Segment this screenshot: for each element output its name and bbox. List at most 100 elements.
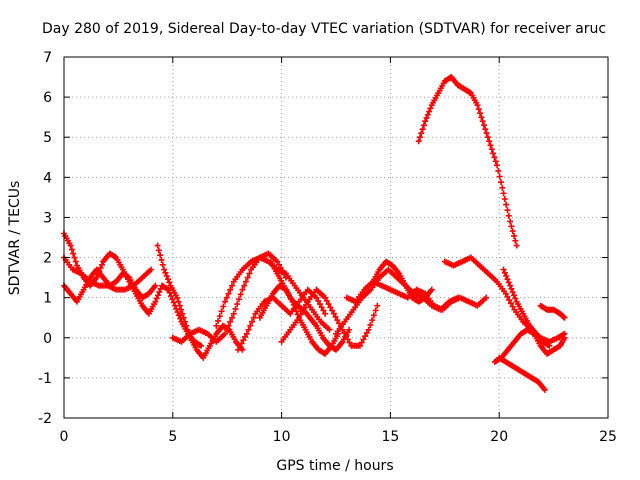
data-point bbox=[227, 318, 234, 325]
series-trace-3 bbox=[61, 254, 155, 293]
data-point bbox=[323, 297, 330, 304]
data-point bbox=[156, 289, 163, 296]
data-point bbox=[293, 308, 300, 315]
data-point bbox=[346, 326, 353, 333]
data-point bbox=[415, 138, 422, 145]
data-point bbox=[232, 305, 239, 312]
x-axis-label: GPS time / hours bbox=[276, 458, 393, 474]
data-point bbox=[478, 114, 485, 121]
data-point bbox=[507, 218, 514, 225]
plot-frame bbox=[63, 56, 609, 419]
data-point bbox=[315, 297, 322, 304]
data-point bbox=[313, 294, 320, 301]
data-point bbox=[289, 298, 296, 305]
data-point bbox=[98, 261, 105, 268]
data-point bbox=[215, 317, 222, 324]
data-point bbox=[504, 276, 511, 283]
data-point bbox=[326, 326, 333, 333]
data-point bbox=[180, 314, 187, 321]
data-point bbox=[508, 223, 515, 230]
data-point bbox=[482, 126, 489, 133]
x-tick-label: 10 bbox=[273, 429, 291, 445]
data-point bbox=[299, 308, 306, 315]
x-tick-label: 25 bbox=[599, 429, 617, 445]
y-tick-label: 7 bbox=[43, 50, 52, 66]
data-point bbox=[424, 111, 431, 118]
data-point bbox=[420, 122, 427, 129]
data-point bbox=[158, 256, 165, 263]
data-point bbox=[512, 237, 519, 244]
data-point bbox=[370, 312, 377, 319]
data-point bbox=[242, 278, 249, 285]
data-point bbox=[290, 301, 297, 308]
data-point bbox=[509, 289, 516, 296]
data-point bbox=[240, 337, 247, 344]
data-point bbox=[225, 322, 232, 329]
data-point bbox=[346, 339, 353, 346]
data-point bbox=[504, 293, 511, 300]
data-point bbox=[484, 134, 491, 141]
data-point bbox=[292, 305, 299, 312]
x-tick-label: 5 bbox=[168, 429, 177, 445]
data-point bbox=[244, 274, 251, 281]
data-point bbox=[173, 305, 180, 312]
data-point bbox=[332, 313, 339, 320]
data-point bbox=[336, 320, 343, 327]
data-point bbox=[506, 297, 513, 304]
series-trace-17 bbox=[496, 354, 548, 393]
data-point bbox=[560, 313, 567, 320]
data-point bbox=[297, 311, 304, 318]
series-trace-19 bbox=[537, 302, 568, 321]
data-point bbox=[230, 310, 237, 317]
data-point bbox=[228, 314, 235, 321]
y-tick-label: -2 bbox=[38, 411, 52, 427]
y-axis-label: SDTVAR / TECUs bbox=[7, 181, 23, 296]
data-point bbox=[222, 330, 229, 337]
data-point bbox=[369, 317, 376, 324]
data-point bbox=[155, 247, 162, 254]
data-point bbox=[165, 286, 172, 293]
y-tick-label: 3 bbox=[43, 210, 52, 226]
data-points bbox=[61, 74, 568, 393]
data-point bbox=[329, 307, 336, 314]
data-point bbox=[322, 310, 329, 317]
data-point bbox=[225, 290, 232, 297]
data-point bbox=[508, 285, 515, 292]
data-point bbox=[513, 242, 520, 249]
data-point bbox=[241, 282, 248, 289]
data-point bbox=[374, 302, 381, 309]
data-point bbox=[495, 167, 502, 174]
data-point bbox=[334, 317, 341, 324]
data-point bbox=[318, 304, 325, 311]
data-point bbox=[327, 304, 334, 311]
data-point bbox=[176, 302, 183, 309]
data-point bbox=[161, 266, 168, 273]
data-point bbox=[175, 312, 182, 319]
data-point bbox=[477, 110, 484, 117]
data-point bbox=[97, 264, 104, 271]
y-tick-label: 5 bbox=[43, 130, 52, 146]
data-point bbox=[223, 294, 230, 301]
data-point bbox=[505, 212, 512, 219]
y-tick-label: -1 bbox=[38, 371, 52, 387]
data-point bbox=[480, 122, 487, 129]
data-point bbox=[148, 266, 155, 273]
data-point bbox=[339, 326, 346, 333]
data-point bbox=[501, 269, 508, 276]
data-point bbox=[320, 307, 327, 314]
data-point bbox=[165, 276, 172, 283]
x-tick-label: 15 bbox=[381, 429, 399, 445]
data-point bbox=[316, 301, 323, 308]
data-point bbox=[362, 333, 369, 340]
data-point bbox=[427, 105, 434, 112]
data-point bbox=[237, 291, 244, 298]
data-point bbox=[154, 242, 161, 249]
data-point bbox=[419, 126, 426, 133]
data-point bbox=[483, 130, 490, 137]
data-point bbox=[500, 190, 507, 197]
data-point bbox=[372, 307, 379, 314]
x-tick-label: 0 bbox=[60, 429, 69, 445]
data-point bbox=[343, 333, 350, 340]
data-point bbox=[325, 301, 332, 308]
